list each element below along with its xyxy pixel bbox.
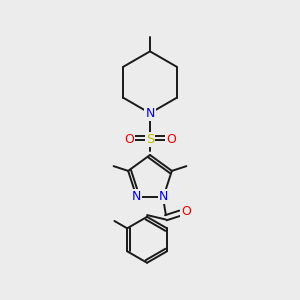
Text: N: N bbox=[145, 107, 155, 120]
Text: N: N bbox=[159, 190, 168, 203]
Text: N: N bbox=[132, 190, 141, 203]
Text: S: S bbox=[146, 133, 154, 146]
Text: O: O bbox=[166, 133, 176, 146]
Text: O: O bbox=[181, 205, 191, 218]
Text: O: O bbox=[124, 133, 134, 146]
